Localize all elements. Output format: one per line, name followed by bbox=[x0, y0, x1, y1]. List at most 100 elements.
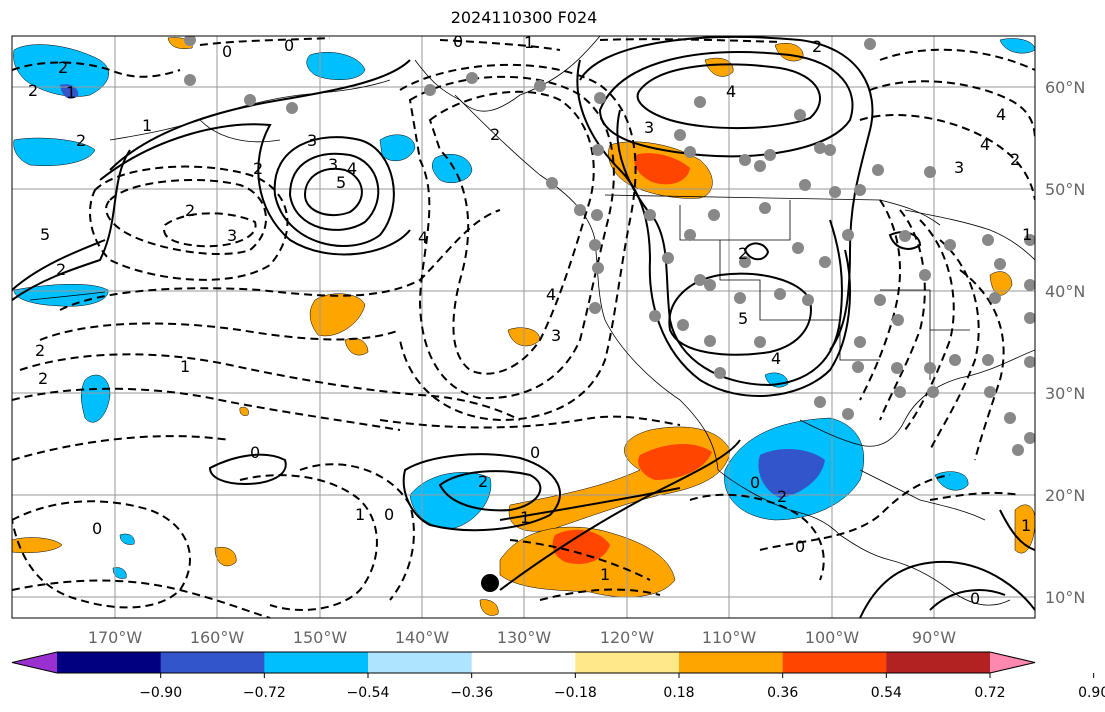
shaded-regions bbox=[12, 37, 1035, 616]
shade-positive bbox=[552, 529, 610, 565]
colorbar-tick-label: −0.54 bbox=[347, 685, 390, 701]
shade-negative bbox=[60, 84, 79, 99]
contour-label: 2 bbox=[490, 125, 500, 144]
colorbar-tick-label: 0.72 bbox=[974, 685, 1005, 701]
contour-label: 3 bbox=[954, 158, 964, 177]
contour-label: 4 bbox=[546, 285, 556, 304]
contour-label: 3 bbox=[551, 326, 561, 345]
contour-label: 2 bbox=[738, 244, 748, 263]
shade-negative bbox=[409, 472, 492, 529]
plot-frame bbox=[11, 35, 1036, 619]
colorbar-segment bbox=[471, 652, 576, 673]
contour-label: 0 bbox=[222, 42, 232, 61]
colorbar-extend-high bbox=[990, 652, 1035, 673]
contour-label: 2 bbox=[38, 369, 48, 388]
colorbar-tick-label: −0.36 bbox=[450, 685, 493, 701]
contour-label: 3 bbox=[644, 118, 654, 137]
contour-label: 3 bbox=[307, 131, 317, 150]
colorbar-segment bbox=[264, 652, 369, 673]
contour-label: 4 bbox=[418, 228, 428, 247]
contour-label: 1 bbox=[355, 505, 365, 524]
contour-label: 0 bbox=[284, 36, 294, 55]
contour-label: 1 bbox=[524, 33, 534, 52]
lon-label-170w: 170°W bbox=[88, 628, 143, 647]
shade-negative bbox=[758, 448, 825, 498]
contour-label: 0 bbox=[384, 505, 394, 524]
shade-positive bbox=[638, 444, 712, 480]
colorbar-extend-low bbox=[12, 652, 57, 673]
colorbar-segment bbox=[782, 652, 887, 673]
contour-label: 4 bbox=[996, 105, 1006, 124]
colorbar-segment bbox=[679, 652, 784, 673]
contour-label: 1 bbox=[520, 508, 530, 527]
shade-positive bbox=[704, 57, 734, 77]
contour-label: 2 bbox=[253, 159, 263, 178]
contour-value-labels: 0 0 0 1 2 2 1 1 2 3 2 3 4 5 3 4 2 2 5 4 … bbox=[28, 33, 1032, 608]
contour-label: 1 bbox=[66, 83, 76, 102]
position-marker bbox=[481, 574, 499, 592]
contour-label: 4 bbox=[980, 135, 990, 154]
colorbar-tick-label: −0.18 bbox=[554, 685, 597, 701]
lon-label-120w: 120°W bbox=[600, 628, 655, 647]
contour-label: 4 bbox=[771, 349, 781, 368]
contour-label: 1 bbox=[1022, 225, 1032, 244]
contour-label: 3 bbox=[328, 155, 338, 174]
contour-label: 2 bbox=[56, 260, 66, 279]
shade-positive bbox=[774, 42, 804, 62]
contour-label: 2 bbox=[76, 131, 86, 150]
contour-label: 2 bbox=[812, 37, 822, 56]
lon-label-130w: 130°W bbox=[497, 628, 552, 647]
contour-label: 2 bbox=[58, 58, 68, 77]
shade-positive bbox=[508, 426, 731, 532]
lat-label-60n: 60°N bbox=[1045, 78, 1085, 97]
colorbar-segment bbox=[57, 652, 162, 673]
colorbar-segment bbox=[368, 652, 473, 673]
contour-label: 5 bbox=[40, 225, 50, 244]
shade-negative bbox=[13, 283, 109, 307]
contour-label: 2 bbox=[35, 341, 45, 360]
colorbar-segment bbox=[160, 652, 265, 673]
contour-label: 1 bbox=[1021, 516, 1031, 535]
grid-lines bbox=[12, 36, 1035, 618]
contour-label: 0 bbox=[750, 473, 760, 492]
shade-negative bbox=[119, 533, 135, 545]
contour-label: 0 bbox=[970, 589, 980, 608]
shade-negative bbox=[379, 134, 416, 162]
map-title: 2024110300 F024 bbox=[450, 8, 598, 27]
shade-negative bbox=[13, 137, 96, 166]
lat-label-40n: 40°N bbox=[1045, 282, 1085, 301]
lat-label-30n: 30°N bbox=[1045, 384, 1085, 403]
lon-label-150w: 150°W bbox=[293, 628, 348, 647]
colorbar: −0.90 −0.72 −0.54 −0.36 −0.18 0.18 0.36 0.54 0.7… bbox=[11, 651, 1105, 701]
contour-label: 2 bbox=[1010, 150, 1020, 169]
contour-label: 1 bbox=[180, 357, 190, 376]
dashed-contours bbox=[12, 37, 1035, 618]
lat-label-10n: 10°N bbox=[1045, 588, 1085, 607]
colorbar-segment bbox=[886, 652, 991, 673]
shade-negative bbox=[306, 52, 366, 80]
colorbar-tick-label: 0.36 bbox=[767, 685, 798, 701]
colorbar-tick-label: 0.18 bbox=[663, 685, 694, 701]
shade-negative bbox=[112, 567, 127, 579]
lat-label-50n: 50°N bbox=[1045, 180, 1085, 199]
colorbar-tick-label: −0.90 bbox=[139, 685, 182, 701]
shade-negative bbox=[934, 471, 969, 491]
longitude-labels: 170°W 160°W 150°W 140°W 130°W 120°W 110°… bbox=[88, 628, 956, 647]
shade-positive bbox=[479, 599, 499, 616]
colorbar-tick-label: 0.90 bbox=[1078, 685, 1105, 701]
contour-label: 0 bbox=[530, 443, 540, 462]
lat-label-20n: 20°N bbox=[1045, 486, 1085, 505]
shade-positive bbox=[344, 337, 369, 356]
contour-label: 3 bbox=[227, 226, 237, 245]
contour-label: 0 bbox=[795, 537, 805, 556]
lon-label-160w: 160°W bbox=[190, 628, 245, 647]
shade-negative bbox=[999, 38, 1035, 54]
contour-label: 2 bbox=[28, 81, 38, 100]
shade-positive bbox=[239, 406, 249, 416]
lon-label-100w: 100°W bbox=[805, 628, 860, 647]
colorbar-tick-label: −0.72 bbox=[243, 685, 286, 701]
contour-label: 5 bbox=[336, 173, 346, 192]
station-dots bbox=[184, 36, 1035, 456]
contour-label: 2 bbox=[185, 201, 195, 220]
